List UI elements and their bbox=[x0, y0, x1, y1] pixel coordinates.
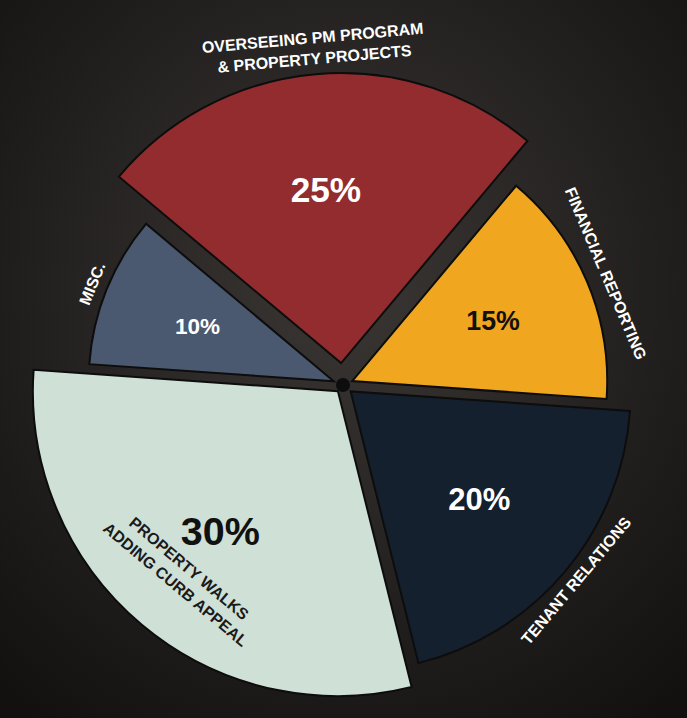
category-label: FINANCIAL REPORTING bbox=[562, 185, 650, 362]
category-labels: OVERSEEING PM PROGRAM& PROPERTY PROJECTS… bbox=[76, 20, 650, 650]
data-labels: 25% 15% 20% 30% 10% bbox=[175, 170, 520, 553]
pie-hub bbox=[336, 378, 350, 392]
data-label: 15% bbox=[466, 306, 520, 336]
data-label: 30% bbox=[181, 509, 260, 553]
pie-slice bbox=[352, 186, 607, 399]
category-label: TENANT RELATIONS bbox=[518, 514, 634, 648]
chart: 25% 15% 20% 30% 10%OVERSEEING PM PROGRAM& PR… bbox=[0, 0, 687, 718]
data-label: 20% bbox=[448, 482, 510, 517]
pie-slice bbox=[119, 73, 528, 363]
pie-slice bbox=[33, 370, 412, 696]
category-label: ADDING CURB APPEAL bbox=[100, 519, 251, 649]
pie: 25% 15% 20% 30% 10%OVERSEEING PM PROGRAM& PR… bbox=[33, 20, 650, 696]
data-label: 25% bbox=[291, 170, 362, 209]
category-label: MISC. bbox=[76, 260, 108, 308]
background bbox=[0, 0, 687, 718]
slices bbox=[33, 73, 630, 696]
data-label: 10% bbox=[175, 314, 220, 339]
pie-slice bbox=[89, 224, 333, 381]
category-label: & PROPERTY PROJECTS bbox=[217, 42, 412, 76]
